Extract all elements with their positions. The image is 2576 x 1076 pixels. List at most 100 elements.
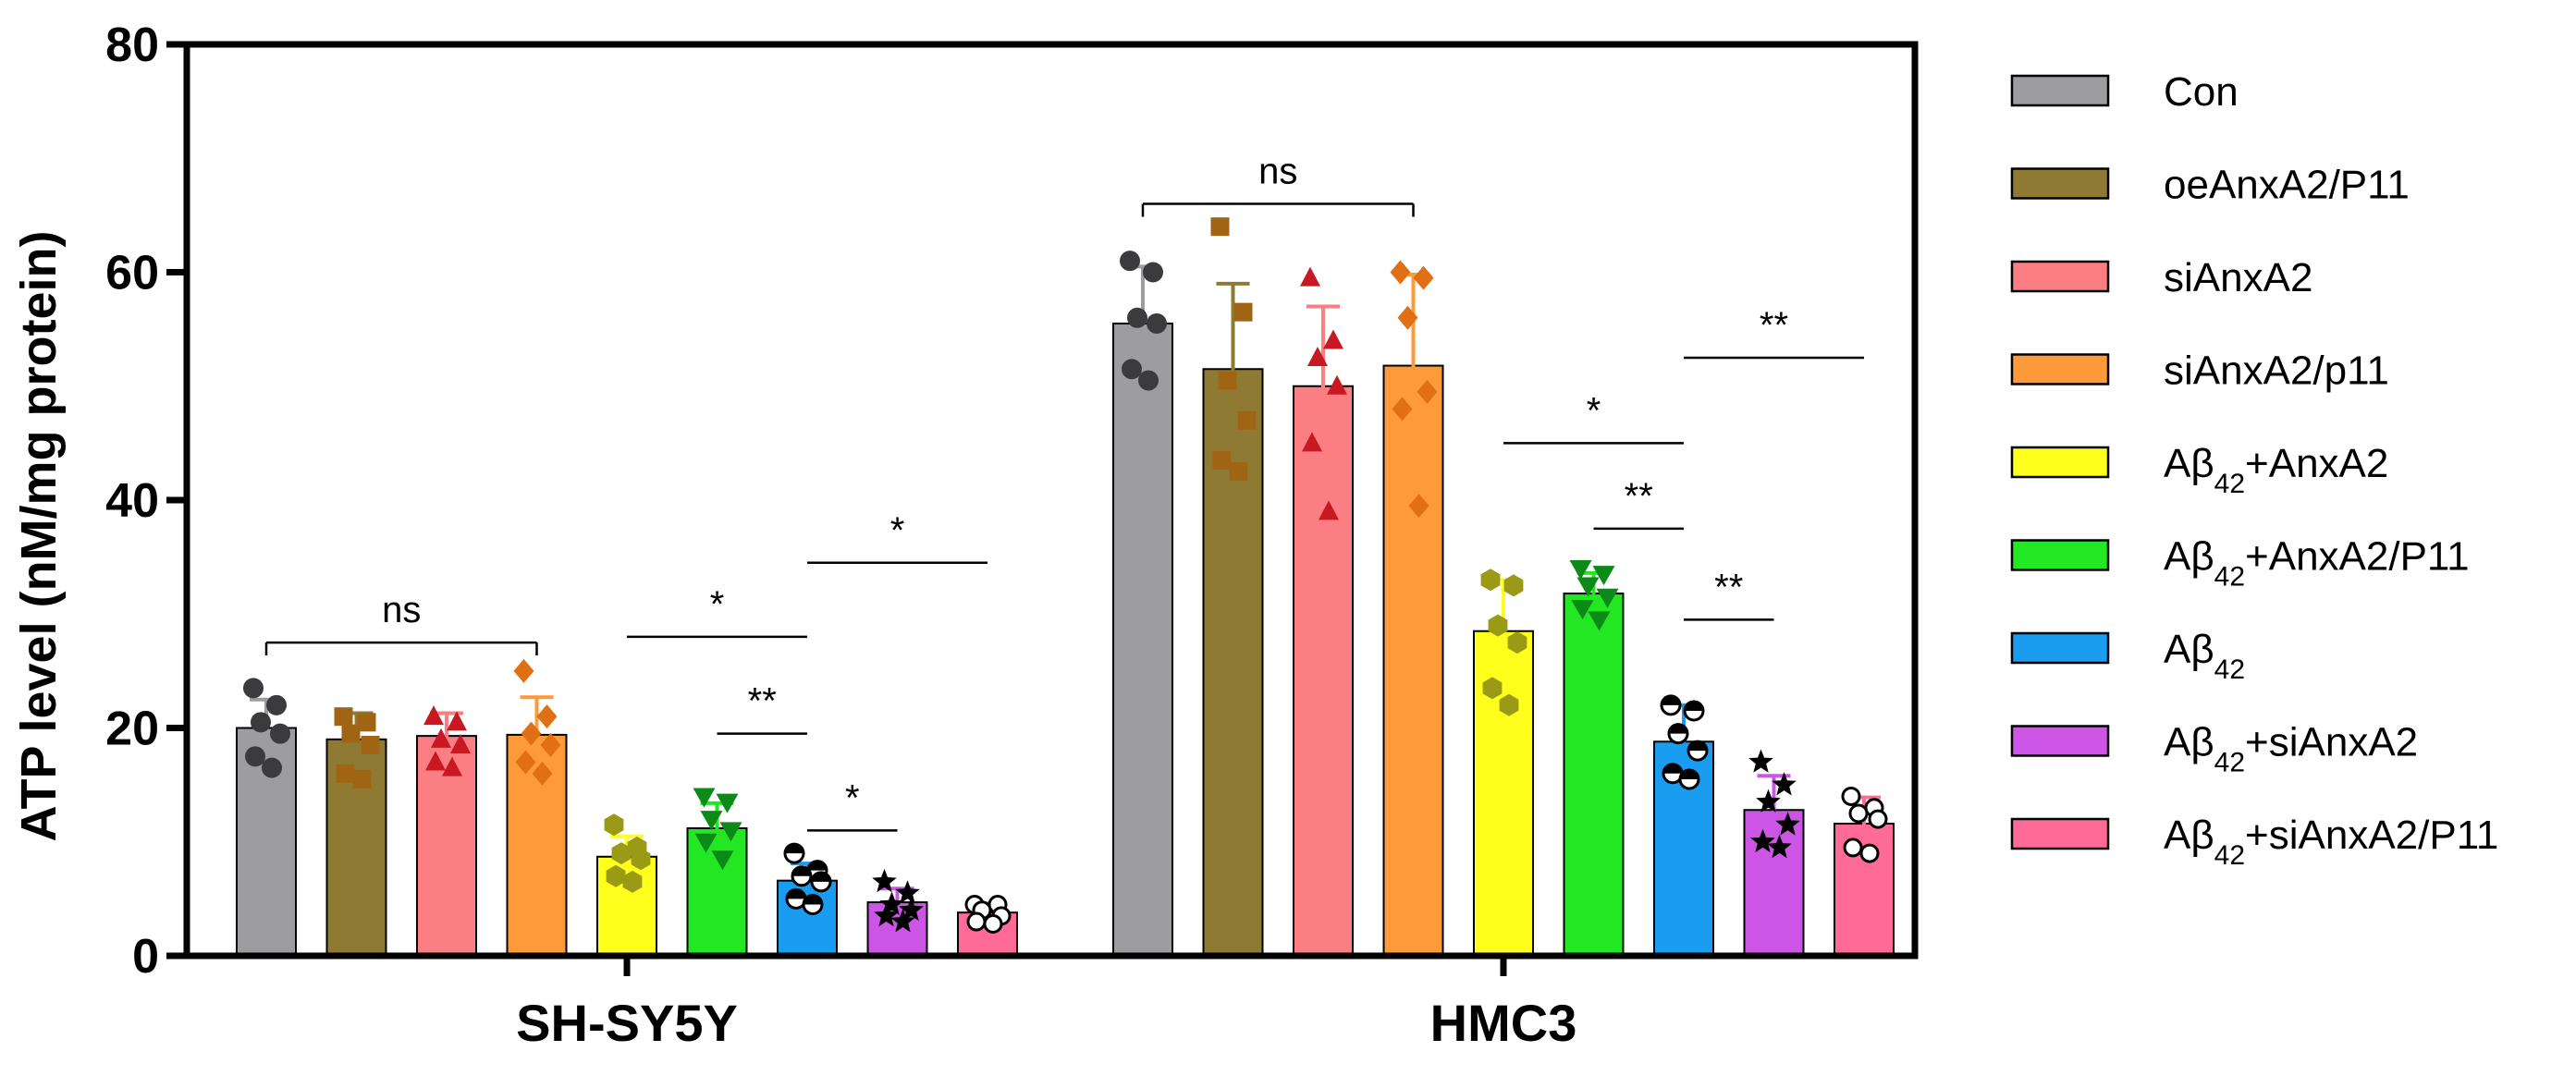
significance-bracket-double-star: ** bbox=[1684, 567, 1774, 621]
data-point-sh-sy5y-ab42 bbox=[810, 871, 832, 893]
data-point-hmc3-ab42-sianxa2-p11 bbox=[1859, 843, 1880, 863]
data-point-sh-sy5y-ab42 bbox=[783, 842, 805, 864]
legend-label: oeAnxA2/P11 bbox=[2164, 163, 2410, 208]
data-point-hmc3-sianxa2 bbox=[1307, 346, 1328, 366]
marker-fill bbox=[1688, 741, 1707, 752]
significance-label: ** bbox=[1714, 567, 1743, 607]
marker-fill bbox=[1685, 702, 1703, 712]
data-point-sh-sy5y-sianxa2-p11 bbox=[536, 704, 558, 729]
x-group-label: SH-SY5Y bbox=[516, 994, 738, 1052]
data-point-hmc3-sianxa2-p11 bbox=[1390, 260, 1411, 285]
data-point-hmc3-sianxa2-p11 bbox=[1417, 379, 1438, 404]
data-point-hmc3-ab42-anxa2 bbox=[1503, 574, 1524, 597]
significance-bracket-star: * bbox=[627, 584, 807, 639]
data-point-sh-sy5y-ab42-anxa2 bbox=[631, 848, 651, 871]
data-point-sh-sy5y-con bbox=[245, 746, 265, 767]
data-point-hmc3-ab42 bbox=[1683, 700, 1705, 722]
data-point-sh-sy5y-ab42-anxa2 bbox=[606, 864, 626, 887]
legend-item-sianxa2: siAnxA2 bbox=[2010, 255, 2312, 300]
data-point-hmc3-ab42-anxa2-p11 bbox=[1592, 566, 1615, 586]
data-point-sh-sy5y-oeanxa2-p11 bbox=[336, 764, 355, 783]
data-point-hmc3-sianxa2-p11 bbox=[1397, 305, 1418, 330]
data-point-hmc3-oeanxa2-p11 bbox=[1237, 410, 1257, 430]
data-point-hmc3-ab42-sianxa2-p11 bbox=[1843, 838, 1863, 858]
data-point-sh-sy5y-ab42-sianxa2 bbox=[895, 880, 920, 904]
y-tick-label: 60 bbox=[105, 247, 159, 300]
legend-item-ab42-anxa2-p11: Aβ42+AnxA2/P11 bbox=[2010, 534, 2470, 593]
data-point-sh-sy5y-sianxa2 bbox=[442, 756, 462, 776]
significance-bracket-star: * bbox=[807, 510, 987, 565]
data-point-sh-sy5y-ab42-sianxa2-p11 bbox=[966, 911, 987, 932]
data-point-sh-sy5y-ab42 bbox=[802, 894, 824, 916]
x-group-label: HMC3 bbox=[1430, 994, 1577, 1052]
data-point-hmc3-ab42-anxa2-p11 bbox=[1588, 611, 1611, 631]
significance-bracket-double-star: ** bbox=[717, 681, 807, 735]
data-point-hmc3-ab42 bbox=[1660, 694, 1682, 716]
significance-label: ** bbox=[748, 681, 777, 722]
y-tick-label: 80 bbox=[105, 18, 159, 72]
data-point-sh-sy5y-ab42 bbox=[791, 865, 813, 887]
data-point-sh-sy5y-sianxa2-p11 bbox=[513, 658, 534, 683]
data-point-hmc3-sianxa2 bbox=[1302, 432, 1322, 452]
data-point-hmc3-ab42-sianxa2 bbox=[1767, 834, 1792, 859]
data-point-sh-sy5y-oeanxa2-p11 bbox=[334, 707, 353, 727]
legend-item-ab42-sianxa2-p11: Aβ42+siAnxA2/P11 bbox=[2010, 813, 2498, 871]
bar-sh-sy5y-sianxa2-p11 bbox=[506, 733, 568, 958]
legend-label: siAnxA2 bbox=[2164, 255, 2312, 300]
legend-label: Aβ42+AnxA2/P11 bbox=[2164, 534, 2470, 593]
significance-label: * bbox=[710, 584, 725, 625]
data-point-hmc3-sianxa2 bbox=[1327, 374, 1347, 395]
legend-label: Aβ42 bbox=[2164, 627, 2245, 685]
data-point-sh-sy5y-sianxa2-p11 bbox=[540, 732, 561, 757]
significance-label: ** bbox=[1625, 476, 1653, 517]
data-point-sh-sy5y-ab42-sianxa2-p11 bbox=[983, 913, 1003, 934]
data-point-hmc3-ab42 bbox=[1667, 723, 1689, 745]
data-point-sh-sy5y-ab42 bbox=[785, 887, 807, 910]
data-point-hmc3-ab42-sianxa2-p11 bbox=[1848, 803, 1869, 824]
data-point-hmc3-ab42 bbox=[1678, 768, 1700, 790]
data-point-sh-sy5y-con bbox=[251, 712, 271, 733]
significance-bracket-double-star: ** bbox=[1684, 305, 1864, 360]
legend-swatch bbox=[2010, 260, 2110, 293]
marker-fill bbox=[812, 872, 830, 882]
data-point-sh-sy5y-con bbox=[243, 678, 264, 699]
data-point-sh-sy5y-ab42-anxa2-p11 bbox=[716, 793, 739, 813]
data-point-sh-sy5y-con bbox=[270, 723, 290, 744]
data-point-sh-sy5y-ab42-sianxa2 bbox=[890, 909, 915, 933]
legend-label: Aβ42+siAnxA2 bbox=[2164, 720, 2418, 778]
legend-label: Aβ42+AnxA2 bbox=[2164, 441, 2388, 499]
bar-hmc3-con bbox=[1112, 322, 1173, 957]
data-point-hmc3-ab42-anxa2 bbox=[1507, 631, 1527, 654]
data-point-sh-sy5y-sianxa2 bbox=[423, 705, 444, 726]
marker-fill bbox=[1662, 695, 1680, 705]
data-point-hmc3-oeanxa2-p11 bbox=[1229, 462, 1248, 482]
bars-layer bbox=[236, 322, 1895, 958]
data-point-sh-sy5y-ab42-anxa2-p11 bbox=[700, 811, 723, 831]
significance-label: ns bbox=[1258, 152, 1297, 192]
data-point-hmc3-oeanxa2-p11 bbox=[1233, 302, 1253, 322]
data-point-hmc3-ab42-anxa2 bbox=[1482, 677, 1503, 700]
data-point-sh-sy5y-ab42-anxa2-p11 bbox=[693, 788, 716, 808]
data-point-hmc3-con bbox=[1143, 262, 1163, 283]
data-point-sh-sy5y-con bbox=[262, 757, 282, 778]
marker-fill bbox=[1680, 769, 1699, 779]
marker-fill bbox=[1663, 764, 1682, 774]
data-point-hmc3-ab42-anxa2 bbox=[1488, 614, 1508, 637]
legend-swatch bbox=[2010, 539, 2110, 571]
data-point-hmc3-ab42-sianxa2 bbox=[1775, 812, 1800, 836]
data-point-sh-sy5y-ab42-sianxa2 bbox=[874, 902, 899, 927]
data-point-sh-sy5y-sianxa2-p11 bbox=[532, 761, 553, 786]
marker-fill bbox=[1669, 724, 1687, 734]
error-bar-hmc3-sianxa2 bbox=[1306, 304, 1340, 469]
data-point-sh-sy5y-ab42-sianxa2 bbox=[899, 897, 924, 921]
data-point-hmc3-sianxa2 bbox=[1300, 266, 1320, 287]
data-point-hmc3-ab42-sianxa2-p11 bbox=[1868, 809, 1888, 829]
data-point-hmc3-con bbox=[1120, 251, 1140, 272]
axes-layer: 0 20 40 60 80 SH-SY5Y HMC3 bbox=[105, 18, 1919, 1052]
data-point-hmc3-oeanxa2-p11 bbox=[1212, 450, 1232, 470]
y-tick-label: 0 bbox=[132, 930, 159, 984]
data-point-sh-sy5y-oeanxa2-p11 bbox=[361, 735, 380, 754]
data-point-hmc3-ab42-anxa2 bbox=[1480, 569, 1501, 592]
significance-bracket-star: * bbox=[807, 777, 898, 832]
